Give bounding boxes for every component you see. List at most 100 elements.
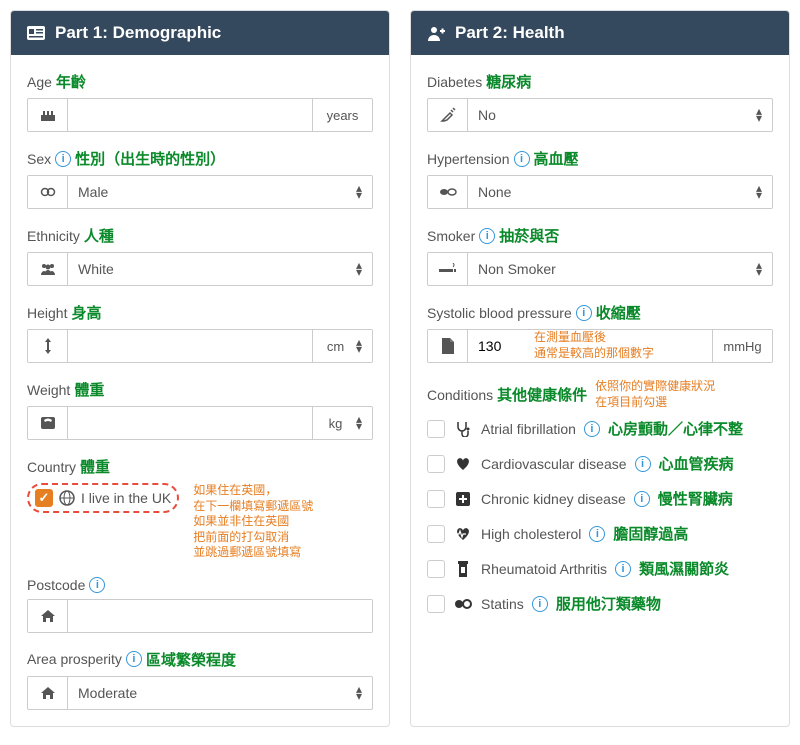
ethnicity-label: Ethnicity xyxy=(27,228,80,244)
uk-highlight: I live in the UK xyxy=(27,483,179,513)
id-card-icon xyxy=(27,25,45,41)
part2-title: Part 2: Health xyxy=(455,23,565,43)
uk-label: I live in the UK xyxy=(81,490,171,506)
condition-item: Atrial fibrillation i 心房顫動／心律不整 xyxy=(427,418,773,439)
caret-icon: ▴▾ xyxy=(356,185,362,199)
age-unit: years xyxy=(312,99,372,131)
weight-green: 體重 xyxy=(74,379,104,400)
ethnicity-value: White xyxy=(78,261,114,277)
hypertension-green: 高血壓 xyxy=(534,148,579,169)
condition-green: 類風濕關節炎 xyxy=(639,558,729,579)
home-icon xyxy=(28,677,68,709)
age-input[interactable] xyxy=(68,99,312,131)
prosperity-select[interactable]: Moderate ▴▾ xyxy=(68,677,372,709)
info-icon[interactable]: i xyxy=(589,526,605,542)
height-green: 身高 xyxy=(71,302,101,323)
info-icon[interactable]: i xyxy=(479,228,495,244)
condition-green: 心血管疾病 xyxy=(659,453,734,474)
ethnicity-green: 人種 xyxy=(84,225,114,246)
user-plus-icon xyxy=(427,25,445,41)
prosperity-label: Area prosperity xyxy=(27,651,122,667)
height-unit-select[interactable]: cm ▴▾ xyxy=(312,330,372,362)
country-label: Country xyxy=(27,459,76,475)
postcode-input[interactable] xyxy=(68,600,372,632)
info-icon[interactable]: i xyxy=(584,421,600,437)
condition-checkbox[interactable] xyxy=(427,525,445,543)
sbp-green: 收縮壓 xyxy=(596,302,641,323)
conditions-field: Conditions 其他健康條件 依照你的實際健康狀況 在項目前勾選 Atri… xyxy=(427,379,773,614)
hypertension-value: None xyxy=(478,184,511,200)
sbp-label: Systolic blood pressure xyxy=(427,305,572,321)
caret-icon: ▴▾ xyxy=(356,416,362,430)
diabetes-field: Diabetes 糖尿病 No ▴▾ xyxy=(427,71,773,132)
part2-header: Part 2: Health xyxy=(411,11,789,55)
hypertension-field: Hypertension i 高血壓 None ▴▾ xyxy=(427,148,773,209)
smoker-green: 抽菸與否 xyxy=(499,225,559,246)
info-icon[interactable]: i xyxy=(576,305,592,321)
condition-checkbox[interactable] xyxy=(427,455,445,473)
age-label: Age xyxy=(27,74,52,90)
conditions-list: Atrial fibrillation i 心房顫動／心律不整 Cardiova… xyxy=(427,418,773,614)
age-field: Age 年齡 years xyxy=(27,71,373,132)
scale-icon xyxy=(28,407,68,439)
sex-field: Sex i 性別（出生時的性別） Male ▴▾ xyxy=(27,148,373,209)
smoker-select[interactable]: Non Smoker ▴▾ xyxy=(468,253,772,285)
condition-checkbox[interactable] xyxy=(427,420,445,438)
condition-label: Atrial fibrillation xyxy=(481,421,576,437)
home-icon xyxy=(28,600,68,632)
caret-icon: ▴▾ xyxy=(356,262,362,276)
condition-item: Chronic kidney disease i 慢性腎臟病 xyxy=(427,488,773,509)
smoking-icon xyxy=(428,253,468,285)
condition-checkbox[interactable] xyxy=(427,560,445,578)
cake-icon xyxy=(28,99,68,131)
prosperity-value: Moderate xyxy=(78,685,137,701)
conditions-notes: 依照你的實際健康狀況 在項目前勾選 xyxy=(595,379,715,410)
diabetes-label: Diabetes xyxy=(427,74,482,90)
condition-item: Rheumatoid Arthritis i 類風濕關節炎 xyxy=(427,558,773,579)
condition-checkbox[interactable] xyxy=(427,490,445,508)
condition-checkbox[interactable] xyxy=(427,595,445,613)
weight-label: Weight xyxy=(27,382,70,398)
condition-green: 服用他汀類藥物 xyxy=(556,593,661,614)
file-icon xyxy=(428,330,468,362)
sbp-unit: mmHg xyxy=(712,330,772,362)
condition-label: High cholesterol xyxy=(481,526,581,542)
info-icon[interactable]: i xyxy=(55,151,71,167)
smoker-label: Smoker xyxy=(427,228,475,244)
info-icon[interactable]: i xyxy=(615,561,631,577)
hypertension-select[interactable]: None ▴▾ xyxy=(468,176,772,208)
info-icon[interactable]: i xyxy=(532,596,548,612)
diabetes-select[interactable]: No ▴▾ xyxy=(468,99,772,131)
part2-panel: Part 2: Health Diabetes 糖尿病 No ▴▾ xyxy=(410,10,790,727)
conditions-green: 其他健康條件 xyxy=(497,384,587,405)
sbp-field: Systolic blood pressure i 收縮壓 在測量血壓後 通常是… xyxy=(427,302,773,363)
sex-select[interactable]: Male ▴▾ xyxy=(68,176,372,208)
condition-label: Cardiovascular disease xyxy=(481,456,627,472)
prosperity-green: 區域繁榮程度 xyxy=(146,649,236,670)
age-green: 年齡 xyxy=(56,71,86,92)
info-icon[interactable]: i xyxy=(89,577,105,593)
uk-checkbox[interactable] xyxy=(35,489,53,507)
weight-input[interactable] xyxy=(68,407,312,439)
info-icon[interactable]: i xyxy=(635,456,651,472)
smoker-field: Smoker i 抽菸與否 Non Smoker ▴▾ xyxy=(427,225,773,286)
height-input[interactable] xyxy=(68,330,312,362)
height-label: Height xyxy=(27,305,67,321)
prosperity-field: Area prosperity i 區域繁榮程度 Moderate ▴▾ xyxy=(27,649,373,710)
stethoscope-icon xyxy=(453,421,473,437)
globe-icon xyxy=(59,490,75,506)
medical-plus-icon xyxy=(453,492,473,506)
part1-title: Part 1: Demographic xyxy=(55,23,221,43)
info-icon[interactable]: i xyxy=(634,491,650,507)
info-icon[interactable]: i xyxy=(514,151,530,167)
condition-item: High cholesterol i 膽固醇過高 xyxy=(427,523,773,544)
sbp-input[interactable] xyxy=(468,330,528,362)
info-icon[interactable]: i xyxy=(126,651,142,667)
height-field: Height 身高 cm ▴▾ xyxy=(27,302,373,363)
height-icon xyxy=(28,330,68,362)
syringe-icon xyxy=(428,99,468,131)
weight-unit-select[interactable]: kg ▴▾ xyxy=(312,407,372,439)
condition-item: Cardiovascular disease i 心血管疾病 xyxy=(427,453,773,474)
smoker-value: Non Smoker xyxy=(478,261,556,277)
ethnicity-select[interactable]: White ▴▾ xyxy=(68,253,372,285)
